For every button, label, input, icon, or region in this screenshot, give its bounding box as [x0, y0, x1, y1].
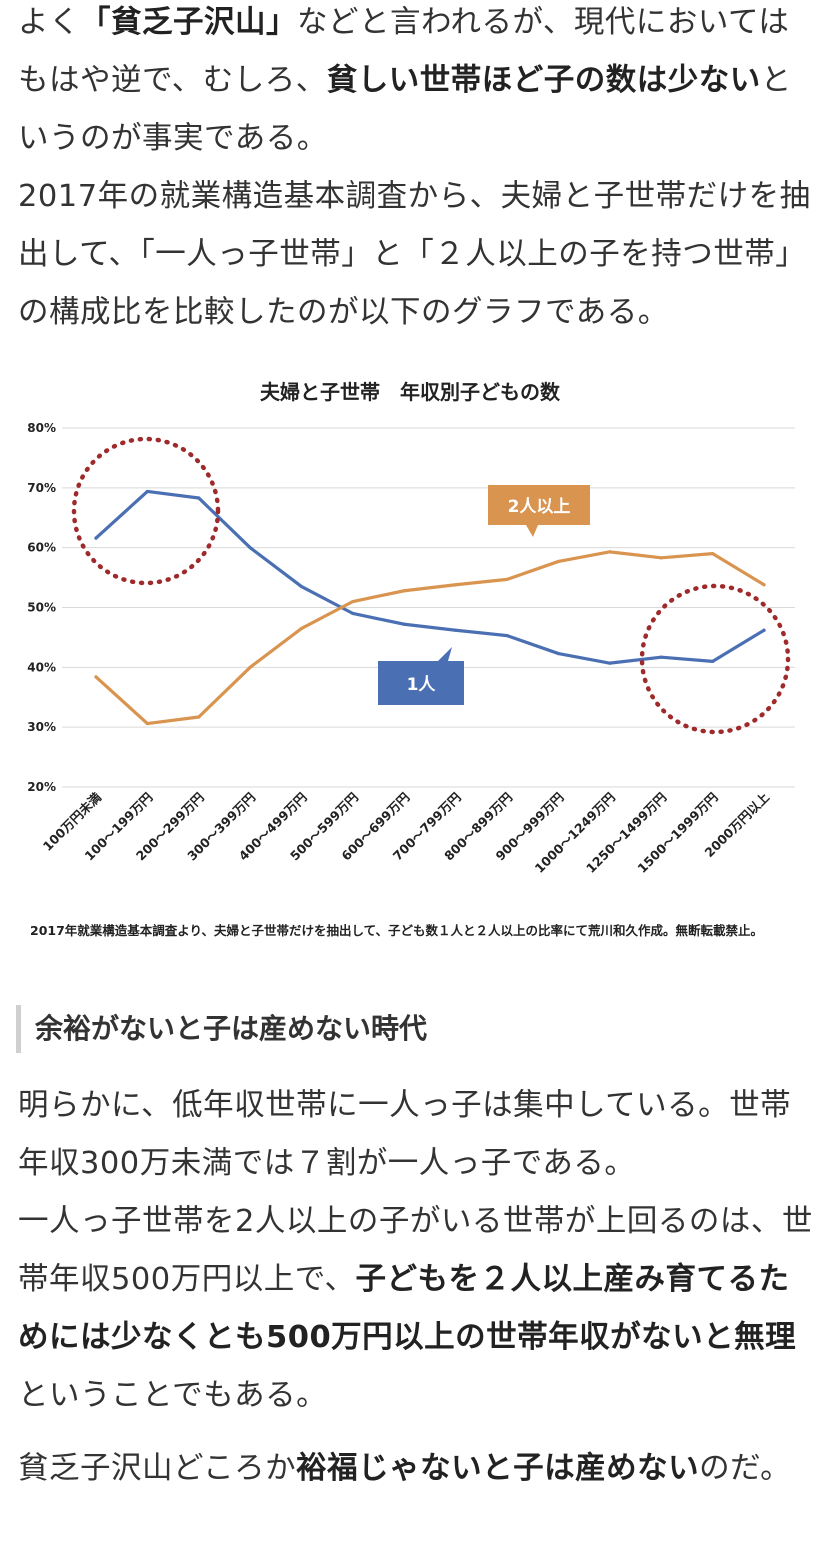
data-point [299, 626, 304, 631]
bold-text-run: 「貧乏子沢山」 [80, 5, 297, 40]
intro-paragraph: よく「貧乏子沢山」などと言われるが、現代においてはもはや逆で、むしろ、貧しい世帯… [18, 0, 813, 342]
highlight-circle-low-income [71, 436, 221, 586]
y-tick-label: 40% [27, 660, 56, 674]
bold-text-run: 裕福じゃないと子は産めない [296, 1451, 700, 1486]
data-point [454, 583, 458, 587]
data-point [711, 659, 715, 663]
series-2-callout-box [488, 485, 590, 537]
text-run: ということでもある。 [18, 1378, 328, 1413]
section-heading: 余裕がないと子は産めない時代 [16, 1005, 811, 1053]
data-point [505, 634, 509, 638]
data-point [505, 577, 509, 581]
bold-text-run: 子どもを２人以上産み育てるためには少なくとも500万円以上の世帯年収がないと無理 [18, 1262, 797, 1355]
data-point [659, 556, 663, 560]
data-point [402, 622, 406, 626]
y-tick-label: 20% [27, 780, 56, 794]
data-point [248, 546, 252, 550]
series-1-callout-box [378, 647, 464, 705]
bold-text-run: 貧しい世帯ほど子の数は少ない [326, 63, 761, 98]
y-tick-label: 80% [27, 421, 56, 435]
data-point [197, 715, 201, 719]
analysis-paragraph: 明らかに、低年収世帯に一人っ子は集中している。世帯年収300万未満では７割が一人… [18, 1077, 813, 1425]
text-run: 一人っ子世帯を2人以上の子がいる世帯が上回るのは、世帯年収500万円以上で、 [18, 1204, 813, 1297]
data-point [454, 628, 458, 632]
chart-lines [94, 489, 766, 726]
data-point [299, 584, 304, 589]
text-run: などと言われるが、現代においてはもはや逆で、むしろ、 [18, 5, 790, 98]
highlight-circles [71, 436, 791, 735]
data-point [402, 589, 406, 593]
data-point [94, 675, 98, 679]
text-run: よく [18, 5, 80, 40]
text-run: というのが事実である。 [18, 63, 792, 156]
text-run: 2017年の就業構造基本調査から、夫婦と子世帯だけを抽出して、「一人っ子世帯」と… [18, 179, 811, 330]
text-run: 貧乏子沢山どころか [18, 1451, 297, 1486]
chart-grid [62, 427, 795, 788]
data-point [94, 536, 98, 540]
data-point [608, 550, 612, 554]
data-point [248, 665, 252, 669]
data-point [197, 496, 201, 500]
text-run: 明らかに、低年収世帯に一人っ子は集中している。世帯年収300万未満では７割が一人… [18, 1088, 792, 1181]
y-axis: 20% 30% 40% 50% 60% 70% 80% [27, 421, 56, 794]
text-run: のだ。 [699, 1451, 792, 1486]
series-2-label: 2人以上 [508, 497, 571, 517]
series-1-label: 1人 [407, 675, 437, 695]
data-point [762, 628, 766, 632]
data-point [711, 552, 715, 556]
highlight-circle-high-income [639, 583, 791, 735]
data-point [556, 559, 561, 564]
y-tick-label: 50% [27, 601, 56, 615]
data-point [608, 661, 612, 665]
y-tick-label: 60% [27, 541, 56, 555]
series-line-1 [94, 489, 766, 665]
y-tick-label: 70% [27, 481, 56, 495]
data-point [351, 611, 355, 616]
line-chart: 夫婦と子世帯 年収別子どもの数 20% 30% 40% 50% 60% 70% 80% 10… [27, 380, 795, 876]
data-point [659, 655, 663, 659]
chart-title: 夫婦と子世帯 年収別子どもの数 [260, 380, 561, 404]
x-axis: 100万円未満100〜199万円200〜299万円300〜399万円400〜49… [40, 789, 773, 876]
data-point [762, 583, 766, 587]
data-point [556, 651, 561, 656]
series-line-2 [94, 550, 766, 726]
chart-source-note: 2017年就業構造基本調査より、夫婦と子世帯だけを抽出して、子ども数１人と２人以… [30, 923, 764, 938]
data-point [351, 599, 355, 604]
y-tick-label: 30% [27, 720, 56, 734]
series-callouts: 2人以上 1人 [378, 485, 590, 705]
conclusion-paragraph: 貧乏子沢山どころか裕福じゃないと子は産めないのだ。 [18, 1440, 813, 1498]
data-point [145, 489, 149, 494]
data-point [145, 721, 149, 726]
